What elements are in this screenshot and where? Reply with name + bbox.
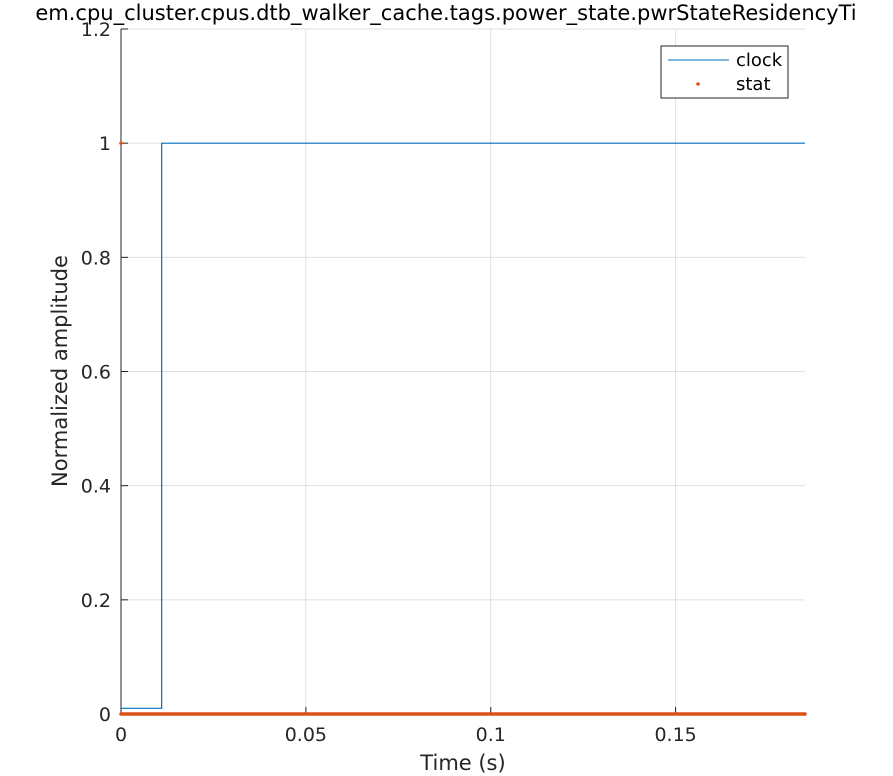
legend-stat-swatch bbox=[696, 82, 700, 86]
legend: clock stat bbox=[660, 45, 789, 99]
y-tick-label: 0.6 bbox=[81, 362, 111, 384]
y-tick-label: 0 bbox=[99, 704, 111, 726]
y-tick-label: 1.2 bbox=[81, 19, 111, 41]
y-tick-label: 0.4 bbox=[81, 476, 111, 498]
x-tick-label: 0.1 bbox=[476, 724, 506, 746]
series-stat-point bbox=[803, 712, 807, 716]
y-tick-label: 1 bbox=[99, 133, 111, 155]
series bbox=[119, 141, 807, 716]
x-tick-label: 0.15 bbox=[654, 724, 696, 746]
legend-stat-label: stat bbox=[736, 74, 771, 95]
y-tick-label: 0.8 bbox=[81, 247, 111, 269]
series-clock-line bbox=[121, 142, 805, 709]
y-axis-label: Normalized amplitude bbox=[48, 255, 72, 487]
x-tick-label: 0 bbox=[115, 724, 127, 746]
series-stat-point bbox=[119, 141, 123, 145]
x-axis-label: Time (s) bbox=[419, 751, 505, 775]
legend-clock-label: clock bbox=[736, 50, 783, 71]
tick-labels: 0 0.2 0.4 0.6 0.8 1 1.2 0 0.05 0.1 0.15 bbox=[81, 19, 697, 746]
x-tick-label: 0.05 bbox=[285, 724, 327, 746]
chart-title: em.cpu_cluster.cpus.dtb_walker_cache.tag… bbox=[35, 1, 856, 26]
y-tick-label: 0.2 bbox=[81, 590, 111, 612]
legend-box bbox=[660, 45, 789, 99]
